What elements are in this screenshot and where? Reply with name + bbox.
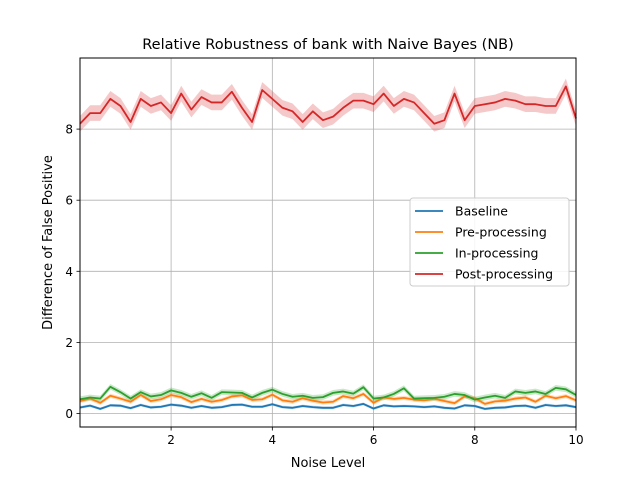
legend-label-baseline: Baseline xyxy=(455,204,508,219)
legend-label-in-processing: In-processing xyxy=(455,246,538,261)
x-tick-label: 8 xyxy=(471,433,479,447)
in-processing-band xyxy=(80,383,576,403)
y-tick-label: 2 xyxy=(65,336,73,350)
pre-processing-line xyxy=(79,393,577,405)
x-tick-label: 4 xyxy=(269,433,277,447)
y-tick-label: 6 xyxy=(65,194,73,208)
grid-layer xyxy=(80,58,577,427)
in-processing-line xyxy=(79,385,577,401)
y-tick-label: 0 xyxy=(65,407,73,421)
x-tick-label: 2 xyxy=(167,433,175,447)
tick-layer: 2 4 6 8 10 0 2 4 6 8 xyxy=(65,123,583,447)
legend-label-pre-processing: Pre-processing xyxy=(455,225,547,240)
series-lines xyxy=(79,85,577,410)
axes-frame xyxy=(79,57,577,428)
y-tick-label: 4 xyxy=(65,265,73,279)
legend-label-post-processing: Post-processing xyxy=(455,267,553,282)
x-axis-label: Noise Level xyxy=(291,456,366,471)
legend-box xyxy=(409,197,570,287)
y-axis-label: Difference of False Positive xyxy=(41,155,56,330)
post-processing-band xyxy=(80,78,576,132)
legend: Baseline Pre-processing In-processing Post-… xyxy=(409,197,570,287)
x-tick-label: 10 xyxy=(568,433,583,447)
post-processing-line xyxy=(79,85,577,125)
x-tick-label: 6 xyxy=(370,433,378,447)
y-tick-label: 8 xyxy=(65,123,73,137)
chart-title: Relative Robustness of bank with Naive B… xyxy=(142,37,514,53)
baseline-line xyxy=(79,402,577,410)
